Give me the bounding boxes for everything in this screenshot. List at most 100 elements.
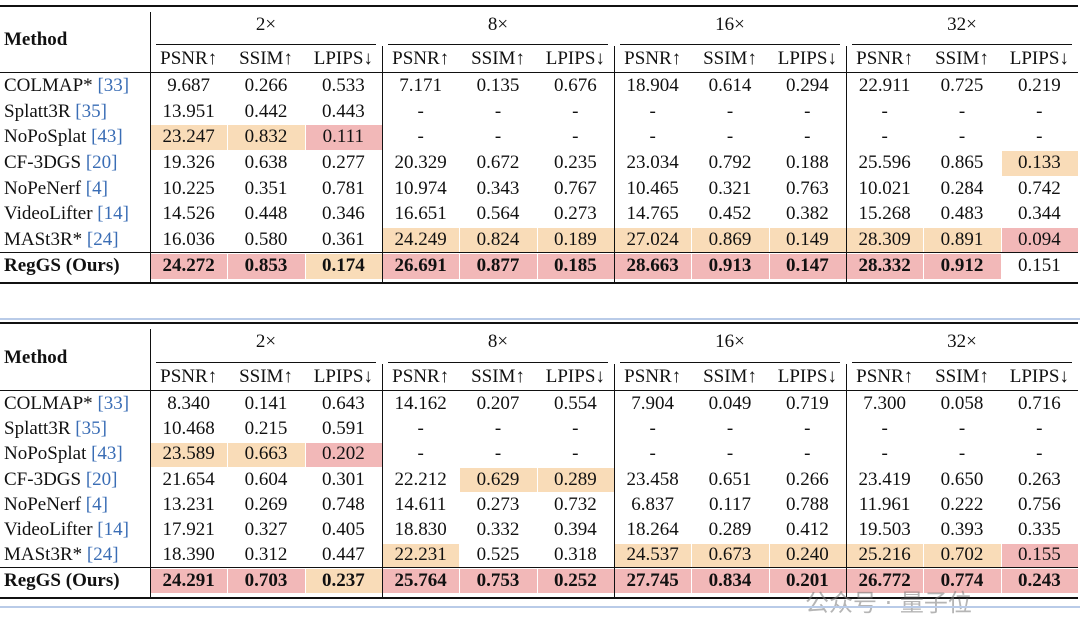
value-cell: 0.117 [708,493,752,515]
value-cell: 0.289 [708,519,752,541]
metric-header: SSIM↑ [239,366,293,387]
value-cell: - [958,126,966,148]
method-label: RegGS (Ours) [4,254,120,276]
value-cell: 10.225 [162,177,215,199]
value-cell: - [804,100,811,122]
metric-header: PSNR↑ [392,48,450,69]
cell-highlight [151,442,228,467]
value-cell: 11.961 [858,493,911,515]
value-cell: 0.266 [244,74,288,96]
citation: [24] [86,544,119,566]
value-cell: 0.869 [708,229,752,251]
value-cell: 0.442 [244,100,288,122]
group-underline [620,362,840,363]
cell-highlight [615,543,692,569]
metric-header: SSIM↑ [471,366,525,387]
value-cell: 0.273 [553,203,597,225]
cell-highlight [924,543,1001,569]
group-header: 2× [255,14,277,35]
value-cell: - [417,126,424,148]
value-cell: - [1036,417,1043,439]
value-cell: 0.650 [940,468,984,490]
bottom-rule [0,597,1078,599]
value-cell: 7.904 [631,392,675,414]
value-cell: 0.672 [476,151,520,173]
value-cell: 0.361 [321,229,365,251]
cell-highlight [305,125,382,151]
value-cell: 0.335 [1017,519,1061,541]
value-cell: - [494,100,502,122]
value-cell: 16.651 [394,203,447,225]
value-cell: 0.252 [553,569,597,591]
value-cell: - [881,443,888,465]
value-cell: 0.673 [708,544,752,566]
citation: [33] [97,392,130,414]
cell-highlight [615,253,692,279]
separator [0,606,1080,608]
value-cell: 0.853 [244,254,288,276]
value-cell: 0.891 [940,229,984,251]
value-cell: - [1036,100,1043,122]
value-cell: 0.591 [321,417,365,439]
value-cell: 10.021 [858,177,911,199]
metric-header: LPIPS↓ [1009,366,1069,387]
group-underline [852,362,1072,363]
value-cell: 22.911 [858,74,911,96]
value-cell: 0.651 [708,468,752,490]
value-cell: 14.526 [162,203,215,225]
value-cell: 0.201 [785,569,829,591]
value-cell: 0.133 [1017,151,1061,173]
value-cell: 28.332 [858,254,911,276]
value-cell: 0.266 [785,468,829,490]
cell-highlight [383,253,460,279]
value-cell: 0.774 [940,569,984,591]
method-name: COLMAP* [33] [0,73,154,99]
cell-highlight [537,228,614,253]
citation: [4] [85,177,108,199]
value-cell: 27.024 [626,229,679,251]
cell-highlight [924,569,1001,594]
cell-highlight [1001,569,1078,594]
value-cell: 23.247 [162,126,215,148]
value-cell: - [881,417,888,439]
cell-highlight [692,253,769,279]
value-cell: 8.340 [167,392,211,414]
value-cell: 0.382 [785,203,829,225]
value-cell: 20.329 [394,151,447,173]
value-cell: - [417,100,424,122]
cell-highlight [615,228,692,253]
citation: [43] [91,443,123,465]
value-cell: 0.703 [244,569,288,591]
value-cell: 0.277 [321,151,365,173]
cell-highlight [769,543,846,569]
value-cell: - [958,417,966,439]
vertical-rule [614,364,615,597]
value-cell: 0.219 [1017,74,1061,96]
value-cell: - [649,443,656,465]
method-label: NoPeNerf [4,177,82,199]
value-cell: 0.147 [785,254,829,276]
value-cell: 24.537 [626,544,679,566]
value-cell: 0.412 [785,519,829,541]
value-cell: 10.465 [626,177,679,199]
top-rule [0,322,1078,324]
cell-highlight [460,228,537,253]
citation: [35] [75,100,107,122]
method-name: VideoLifter [14] [0,518,154,543]
citation: [14] [97,519,129,541]
cell-highlight [228,442,305,467]
method-label: NoPoSplat [4,126,87,148]
citation: [24] [86,229,119,251]
method-name: MASt3R* [24] [0,543,154,568]
citation: [4] [85,493,108,515]
value-cell: 24.249 [394,229,447,251]
value-cell: 0.554 [553,392,597,414]
cell-highlight [692,228,769,253]
value-cell: 13.231 [162,493,215,515]
value-cell: - [572,417,579,439]
method-label: COLMAP* [4,74,93,96]
value-cell: - [726,100,734,122]
value-cell: 0.716 [1017,392,1061,414]
group-header: 2× [255,331,277,352]
watermark: 公众号 · 量子位 [805,589,972,617]
